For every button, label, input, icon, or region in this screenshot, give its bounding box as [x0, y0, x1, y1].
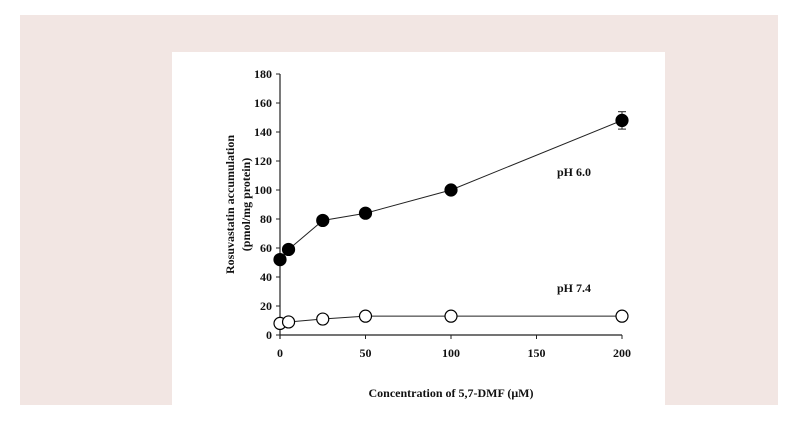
figure-background: 0 20 40 60 80 100 120 140 160 180 0 50 100 150 200 Conc… [20, 15, 778, 409]
data-point-2 [444, 309, 458, 323]
x-tick-label: 150 [528, 346, 546, 360]
data-point-1 [444, 183, 458, 197]
data-point-1 [316, 213, 330, 228]
series-label-1: pH 6.0 [557, 165, 591, 179]
y-tick-label: 80 [260, 212, 272, 226]
y-axis-title-line1: Rosuvastatin accumulation [223, 135, 237, 274]
x-tick-label: 200 [613, 346, 631, 360]
data-point-2 [615, 309, 629, 323]
y-tick-label: 100 [254, 183, 272, 197]
x-tick-label: 0 [277, 346, 283, 360]
data-point-1 [281, 242, 296, 257]
y-tick-label: 20 [260, 299, 272, 313]
y-tick-label: 160 [254, 96, 272, 110]
x-tick-label: 100 [442, 346, 460, 360]
x-axis-title: Concentration of 5,7-DMF (μM) [369, 386, 534, 400]
y-tick-label: 180 [254, 67, 272, 81]
data-point-1 [615, 113, 629, 128]
data-point-2 [316, 312, 330, 326]
y-tick-label: 60 [260, 241, 272, 255]
series-label-2: pH 7.4 [557, 281, 591, 295]
y-tick-label: 140 [254, 125, 272, 139]
chart-card: 0 20 40 60 80 100 120 140 160 180 0 50 100 150 200 Conc… [172, 52, 665, 409]
y-axis-title-line2: (pmol/mg protein) [239, 158, 253, 251]
y-tick-label: 40 [260, 270, 272, 284]
data-point-1 [358, 206, 373, 220]
y-tick-label: 120 [254, 154, 272, 168]
chart-svg: 0 20 40 60 80 100 120 140 160 180 0 50 100 150 200 Conc… [223, 67, 631, 400]
data-point-1 [273, 253, 287, 267]
data-point-2 [281, 315, 296, 329]
data-point-2 [358, 309, 373, 323]
x-tick-label: 50 [360, 346, 372, 360]
y-tick-label: 0 [266, 328, 272, 342]
